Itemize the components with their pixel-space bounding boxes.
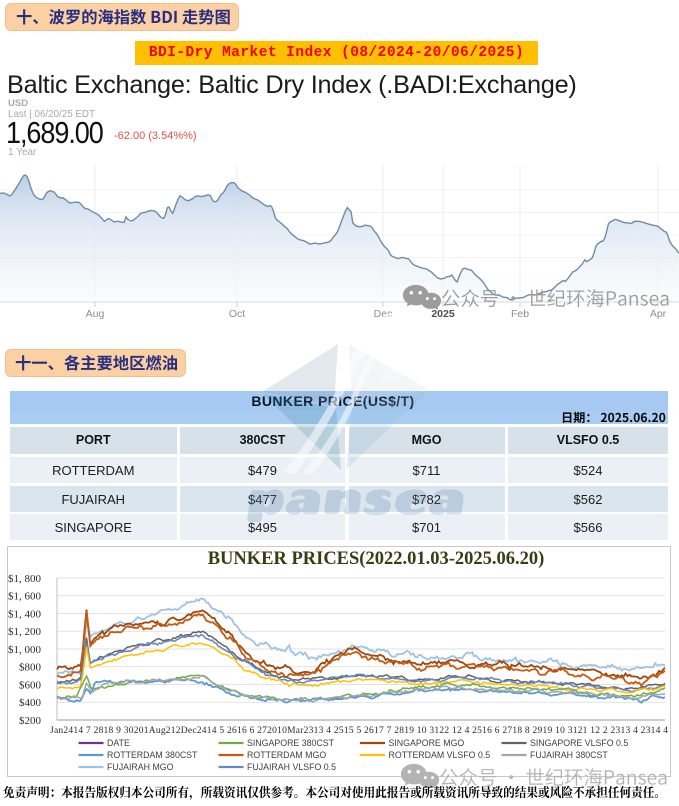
svg-text:$1, 600: $1, 600 [8, 591, 42, 603]
svg-text:Feb: Feb [511, 308, 529, 320]
svg-text:2025: 2025 [431, 308, 455, 320]
svg-text:Apr: Apr [650, 308, 667, 320]
svg-text:$600: $600 [19, 679, 42, 691]
svg-text:$1, 200: $1, 200 [8, 626, 42, 638]
svg-text:$1, 000: $1, 000 [8, 644, 42, 656]
svg-text:$1, 400: $1, 400 [8, 608, 42, 620]
svg-text:$1, 800: $1, 800 [8, 573, 42, 585]
svg-text:$200: $200 [19, 715, 42, 727]
svg-text:Aug: Aug [86, 308, 105, 320]
svg-text:Jan2414 7 2818 9 30201Aug212De: Jan2414 7 2818 9 30201Aug212Dec2414 5 26… [50, 726, 668, 736]
svg-text:Oct: Oct [229, 308, 245, 320]
svg-text:$800: $800 [19, 662, 42, 674]
svg-text:$400: $400 [19, 697, 42, 709]
